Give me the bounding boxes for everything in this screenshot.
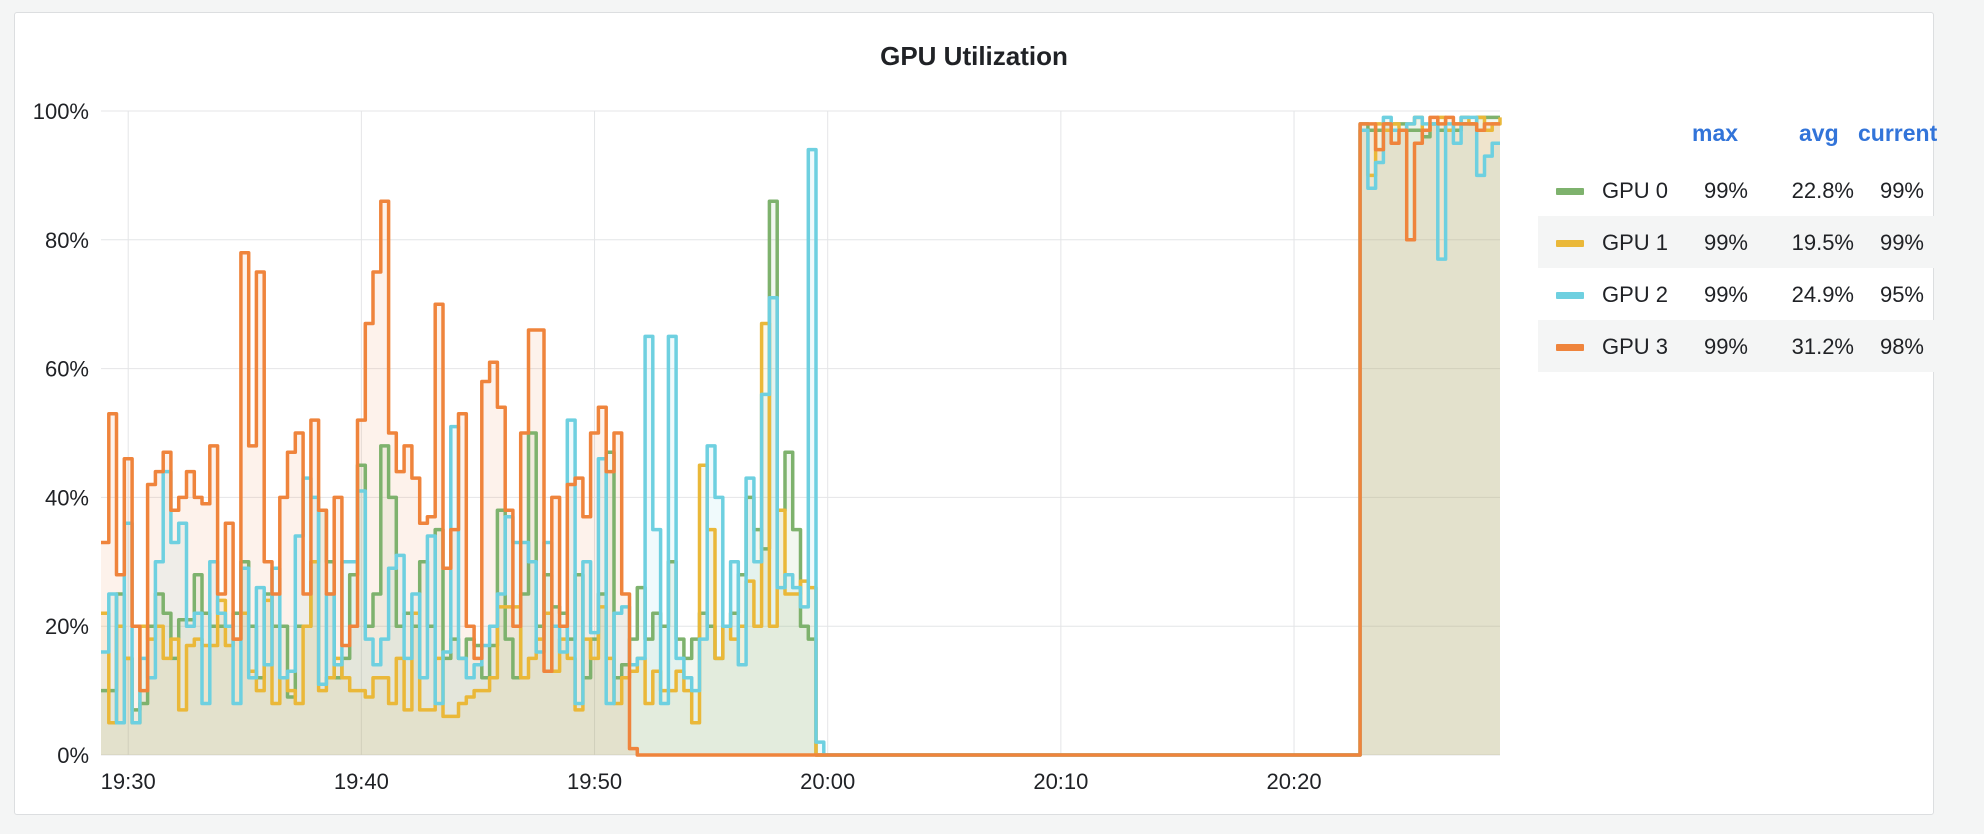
y-tick-label: 60% — [45, 357, 89, 382]
legend-item-gpu-2[interactable]: GPU 2 99% 24.9% 95% — [1538, 268, 1942, 320]
panel-title: GPU Utilization — [880, 41, 1068, 71]
legend-current-value: 99% — [1879, 178, 1924, 203]
y-tick-label: 0% — [57, 743, 89, 768]
legend-current-value: 95% — [1879, 282, 1924, 307]
legend-max-value: 99% — [1703, 282, 1748, 307]
legend-current-value: 99% — [1879, 230, 1924, 255]
y-tick-label: 80% — [45, 228, 89, 253]
chart-plot[interactable]: 0% 20% 40% 60% 80% 100% 19:30 19:40 19:50 20:00 20… — [15, 13, 1515, 816]
legend-series-name[interactable]: GPU 1 — [1602, 230, 1669, 255]
y-tick-label: 100% — [33, 99, 89, 124]
y-tick-label: 40% — [45, 485, 89, 510]
y-tick-label: 20% — [45, 614, 89, 639]
legend-series-name[interactable]: GPU 2 — [1602, 282, 1669, 307]
series-line-gpu-3 — [101, 115, 1500, 757]
legend-max-value: 99% — [1703, 230, 1748, 255]
legend-current-value: 98% — [1879, 334, 1924, 359]
x-tick-label: 20:20 — [1267, 769, 1322, 794]
legend-avg-value: 31.2% — [1791, 334, 1854, 359]
legend-avg-value: 22.8% — [1791, 178, 1854, 203]
legend-swatch[interactable] — [1556, 344, 1584, 351]
x-tick-label: 20:10 — [1033, 769, 1088, 794]
legend-item-gpu-3[interactable]: GPU 3 99% 31.2% 98% — [1538, 320, 1942, 372]
x-tick-label: 20:00 — [800, 769, 855, 794]
legend-series-name[interactable]: GPU 3 — [1602, 334, 1669, 359]
graph-panel: GPU Utilization 0% 20% 40% 60% 80% 100% 19:30 1… — [14, 12, 1942, 816]
legend: max avg current GPU 0 99% 22.8% 99% GPU … — [1538, 116, 1942, 372]
x-tick-label: 19:30 — [101, 769, 156, 794]
legend-swatch[interactable] — [1556, 292, 1584, 299]
legend-avg-value: 19.5% — [1791, 230, 1854, 255]
legend-swatch[interactable] — [1556, 240, 1584, 247]
x-tick-label: 19:40 — [334, 769, 389, 794]
legend-item-gpu-0[interactable]: GPU 0 99% 22.8% 99% — [1538, 164, 1942, 216]
legend-swatch[interactable] — [1556, 188, 1584, 195]
legend-column-max[interactable]: max — [1692, 120, 1739, 146]
legend-item-gpu-1[interactable]: GPU 1 99% 19.5% 99% — [1538, 216, 1942, 268]
legend-max-value: 99% — [1703, 334, 1748, 359]
series-line-gpu-0 — [101, 115, 1500, 757]
legend-column-current[interactable]: current — [1858, 120, 1938, 146]
legend-header: max avg current — [1538, 116, 1942, 164]
series-line-gpu-2 — [101, 115, 1500, 757]
legend-series-name[interactable]: GPU 0 — [1602, 178, 1669, 203]
legend-column-avg[interactable]: avg — [1799, 120, 1839, 146]
legend-avg-value: 24.9% — [1791, 282, 1854, 307]
x-tick-label: 19:50 — [567, 769, 622, 794]
legend-max-value: 99% — [1703, 178, 1748, 203]
